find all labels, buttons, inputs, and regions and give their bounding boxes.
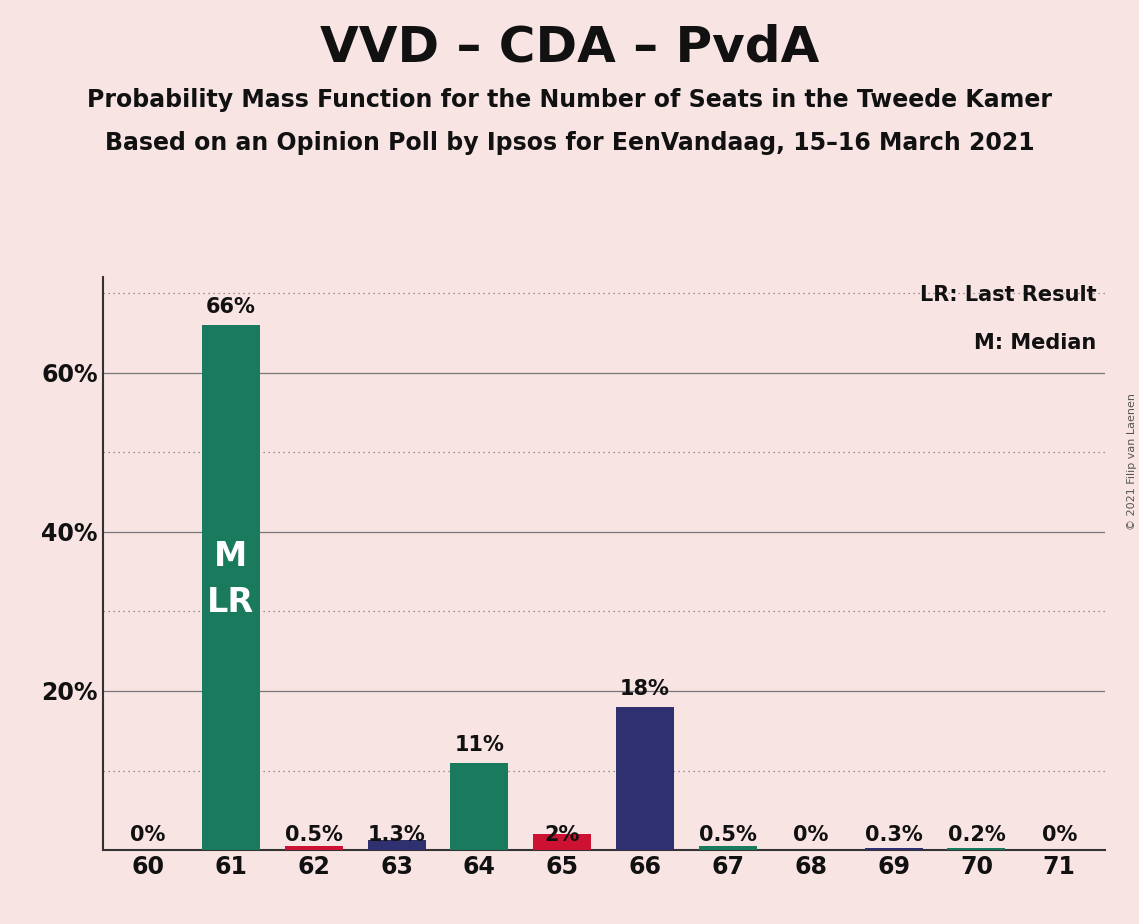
Bar (450, 762, 508, 850)
Text: M: Median: M: Median (974, 333, 1097, 353)
Bar (699, 846, 757, 850)
Text: Probability Mass Function for the Number of Seats in the Tweede Kamer: Probability Mass Function for the Number… (87, 88, 1052, 112)
Bar (865, 847, 923, 850)
Text: LR: Last Result: LR: Last Result (920, 286, 1097, 305)
Text: 66%: 66% (206, 297, 256, 317)
Text: 0%: 0% (793, 825, 828, 845)
Text: 0.5%: 0.5% (699, 825, 756, 845)
Bar (202, 325, 260, 850)
Text: 0%: 0% (130, 825, 166, 845)
Text: 18%: 18% (620, 679, 670, 699)
Bar (533, 834, 591, 850)
Bar (948, 848, 1006, 850)
Text: 0.2%: 0.2% (948, 825, 1006, 845)
Text: 0.5%: 0.5% (285, 825, 343, 845)
Text: 1.3%: 1.3% (368, 825, 426, 845)
Text: 0%: 0% (1041, 825, 1077, 845)
Bar (616, 707, 674, 850)
Text: © 2021 Filip van Laenen: © 2021 Filip van Laenen (1126, 394, 1137, 530)
Bar (285, 846, 343, 850)
Text: 0.3%: 0.3% (865, 825, 923, 845)
Text: 11%: 11% (454, 735, 505, 755)
Text: M
LR: M LR (207, 540, 254, 619)
Bar (368, 840, 426, 850)
Text: 2%: 2% (544, 825, 580, 845)
Text: Based on an Opinion Poll by Ipsos for EenVandaag, 15–16 March 2021: Based on an Opinion Poll by Ipsos for Ee… (105, 131, 1034, 155)
Text: VVD – CDA – PvdA: VVD – CDA – PvdA (320, 23, 819, 71)
